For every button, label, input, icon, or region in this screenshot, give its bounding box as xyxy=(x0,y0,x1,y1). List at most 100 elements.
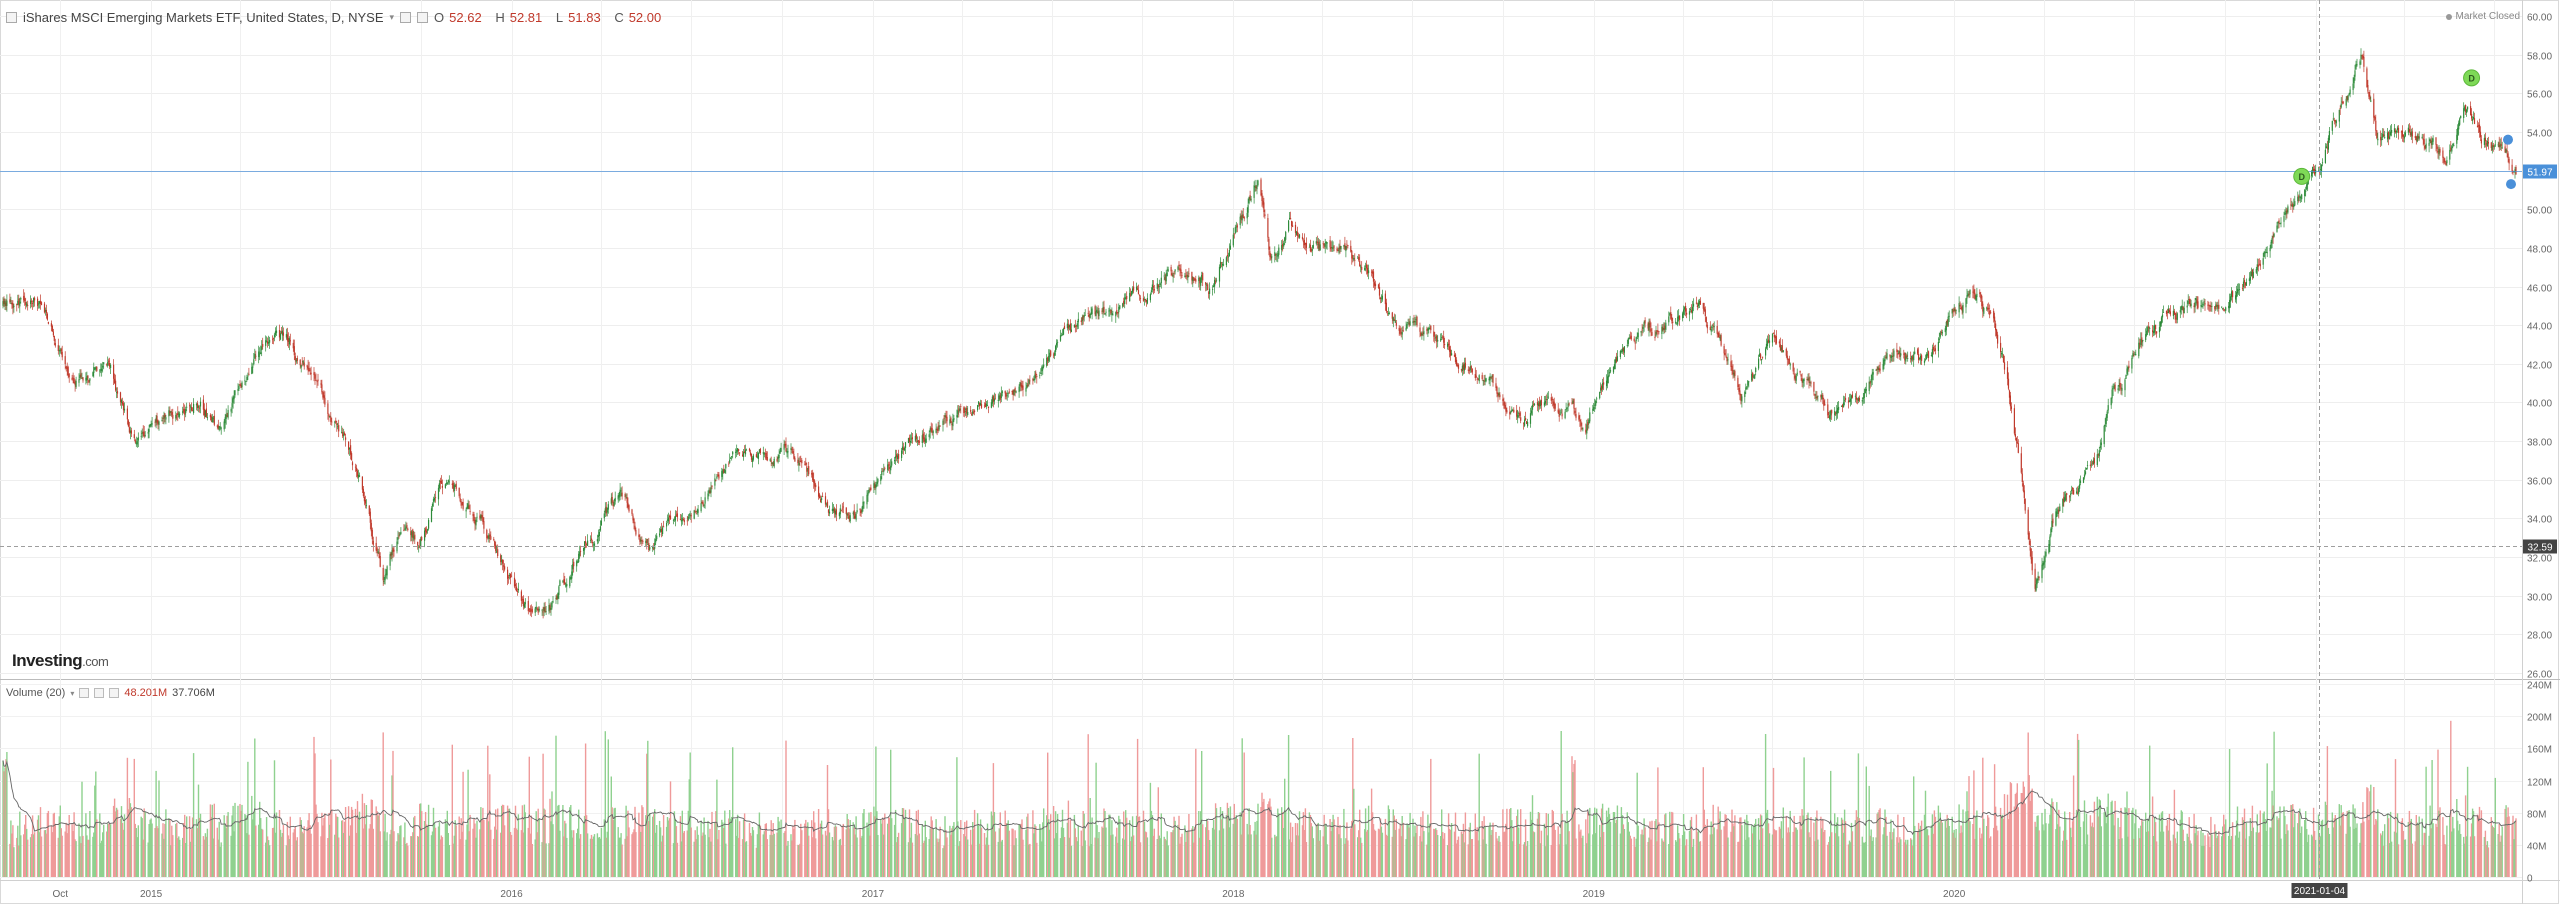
candle-body xyxy=(857,510,858,512)
candle-body xyxy=(2065,494,2066,500)
candle-body xyxy=(843,507,844,508)
candle-body xyxy=(1063,329,1064,335)
candle-body xyxy=(663,526,664,527)
volume-bar xyxy=(1430,759,1431,877)
candle-body xyxy=(356,468,357,471)
candle-body xyxy=(434,498,435,501)
volume-bar xyxy=(933,828,934,877)
candle-body xyxy=(735,452,736,453)
volume-bar xyxy=(131,807,132,877)
candle-body xyxy=(877,479,878,482)
volume-bar xyxy=(739,821,740,877)
candle-body xyxy=(566,584,567,586)
volume-bar xyxy=(1479,754,1480,877)
candle-body xyxy=(1268,239,1269,250)
volume-bar xyxy=(732,747,733,877)
volume-bar xyxy=(476,821,477,877)
volume-bar xyxy=(1382,833,1383,877)
volume-bar xyxy=(421,811,422,877)
candle-body xyxy=(2097,454,2098,465)
volume-bar xyxy=(587,833,588,877)
candle-body xyxy=(1668,317,1669,323)
volume-bar xyxy=(1009,831,1010,877)
candle-body xyxy=(662,528,663,535)
volume-bar xyxy=(891,818,892,877)
candle-body xyxy=(69,374,70,377)
volume-bar xyxy=(442,837,443,877)
candle-body xyxy=(829,512,830,514)
candle-body xyxy=(2029,533,2030,540)
volume-bar xyxy=(393,831,394,877)
candle-body xyxy=(2045,552,2046,556)
volume-bar xyxy=(559,831,560,877)
candle-body xyxy=(99,371,100,372)
volume-bar xyxy=(1133,835,1134,877)
candle-body xyxy=(2039,577,2040,578)
candle-body xyxy=(1609,372,1610,373)
candle-body xyxy=(366,505,367,506)
volume-bar xyxy=(1893,828,1894,877)
volume-bar xyxy=(704,835,705,877)
candle-body xyxy=(545,607,546,612)
candle-body xyxy=(1636,337,1637,341)
candle-body xyxy=(370,512,371,523)
candle-body xyxy=(1491,377,1492,378)
candle-body xyxy=(977,405,978,410)
candle-body xyxy=(2084,475,2085,478)
volume-bar xyxy=(41,837,42,878)
candle-body xyxy=(1205,282,1206,285)
candle-body xyxy=(1690,309,1691,310)
candle-body xyxy=(1419,328,1420,332)
volume-bar xyxy=(2246,823,2247,877)
candle-body xyxy=(1271,257,1272,258)
candle-body xyxy=(102,366,103,368)
candle-body xyxy=(1288,221,1289,232)
candle-body xyxy=(1706,317,1707,323)
candle-body xyxy=(1852,394,1853,397)
candle-body xyxy=(822,496,823,497)
candle-body xyxy=(38,304,39,305)
volume-bar xyxy=(1403,823,1404,877)
candle-body xyxy=(65,356,66,364)
candle-body xyxy=(787,451,788,452)
volume-bar xyxy=(1935,817,1936,877)
candle-body xyxy=(1187,275,1188,278)
volume-bar xyxy=(1949,826,1950,877)
candle-body xyxy=(863,503,864,504)
candle-body xyxy=(738,449,739,451)
volume-bar xyxy=(2343,812,2344,877)
volume-bar xyxy=(2377,809,2378,877)
candle-body xyxy=(1043,365,1044,367)
volume-bar xyxy=(214,804,215,877)
candle-body xyxy=(107,362,108,366)
candle-body xyxy=(1034,375,1035,380)
candle-body xyxy=(2121,388,2122,391)
volume-bar xyxy=(221,842,222,877)
candle-body xyxy=(1939,339,1940,340)
candle-body xyxy=(870,488,871,490)
candle-body xyxy=(1565,412,1566,418)
candle-body xyxy=(1340,246,1341,249)
candle-body xyxy=(165,417,166,419)
volume-bar xyxy=(352,810,353,877)
candle-body xyxy=(1482,375,1483,379)
candle-body xyxy=(1859,398,1860,401)
candle-body xyxy=(1683,310,1684,315)
candle-body xyxy=(1007,395,1008,396)
candle-body xyxy=(1443,336,1444,342)
candle-body xyxy=(1589,412,1590,421)
candle-body xyxy=(1566,409,1567,410)
candle-body xyxy=(1437,340,1438,341)
candle-body xyxy=(232,403,233,407)
candle-body xyxy=(1649,321,1650,328)
candle-body xyxy=(495,545,496,551)
volume-bar xyxy=(1313,838,1314,877)
candle-body xyxy=(875,484,876,488)
candle-body xyxy=(1359,261,1360,267)
volume-bar xyxy=(1354,824,1355,877)
candle-body xyxy=(797,460,798,463)
candle-body xyxy=(573,562,574,566)
candle-body xyxy=(76,381,77,387)
